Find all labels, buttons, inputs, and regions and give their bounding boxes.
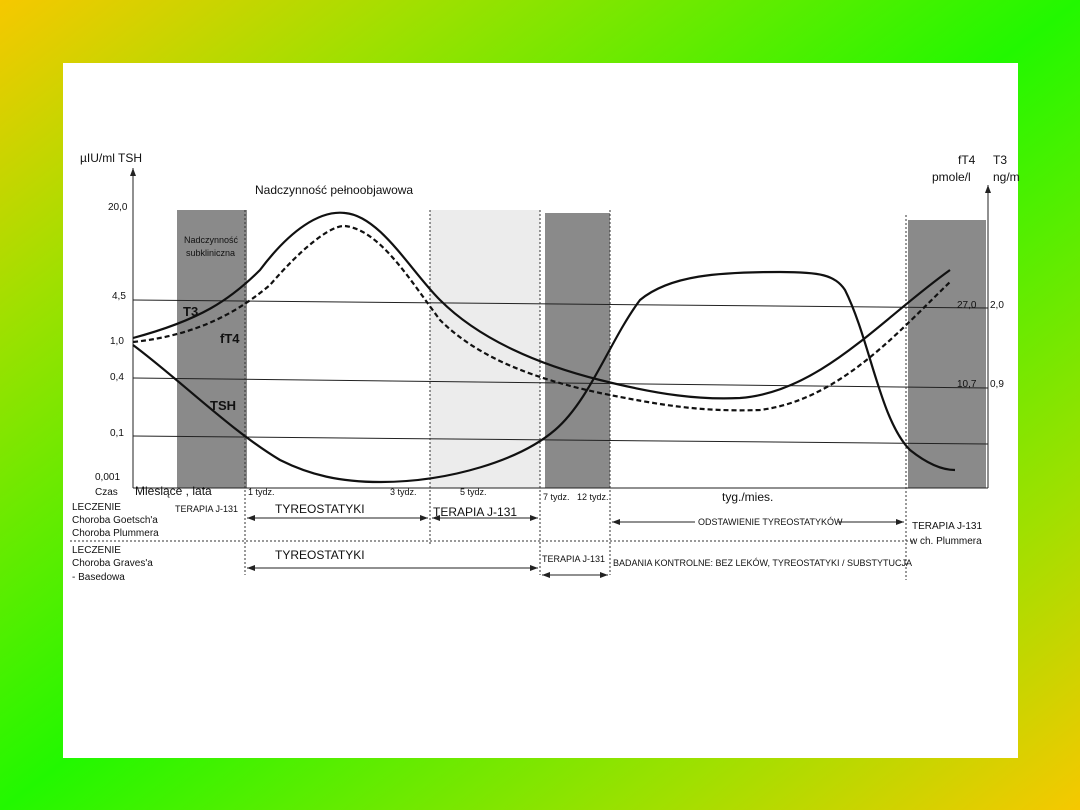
tsh-curve — [132, 270, 956, 484]
time-label: 7 tydz. — [543, 492, 570, 502]
curve-label: fT4 — [220, 331, 240, 346]
phase: w ch. Plummera — [909, 536, 982, 547]
band — [908, 220, 986, 488]
time-label: 5 tydz. — [460, 487, 487, 497]
tick-label: 20,0 — [108, 202, 128, 213]
band — [177, 210, 247, 488]
bands — [177, 210, 986, 488]
labels: µIU/ml TSH Nadczynność pełnoobjawowa fT4… — [72, 151, 1020, 583]
band — [545, 213, 610, 488]
band — [430, 210, 540, 488]
time-label: 12 tydz. — [577, 492, 609, 502]
phase: TERAPIA J-131 — [175, 504, 238, 514]
axis-label: µIU/ml TSH — [80, 151, 142, 165]
row-label: LECZENIE — [72, 545, 121, 556]
row-label: Choroba Plummera — [72, 528, 159, 539]
curves — [132, 211, 956, 484]
h-line — [132, 435, 989, 445]
band-label: subkliniczna — [186, 248, 235, 258]
time-label: 3 tydz. — [390, 487, 417, 497]
tick-label: 0,1 — [110, 428, 124, 439]
phase: TYREOSTATYKI — [275, 502, 365, 516]
axis-label: ng/m — [993, 170, 1020, 184]
tick-label: 0,4 — [110, 372, 124, 383]
h-line — [132, 299, 989, 309]
axis-label: T3 — [993, 153, 1007, 167]
tick-label: 4,5 — [112, 291, 126, 302]
tick-label: 1,0 — [110, 336, 124, 347]
curve-label: T3 — [183, 304, 198, 319]
t3-curve — [132, 211, 951, 400]
time-label: tyg./mies. — [722, 490, 773, 504]
tick-label: 0,9 — [990, 379, 1004, 390]
time-label: 1 tydz. — [248, 487, 275, 497]
axis-label: pmole/l — [932, 170, 971, 184]
time-label: Miesiące , lata — [135, 484, 212, 498]
band-label: Nadczynność — [184, 235, 239, 245]
axis-label: fT4 — [958, 153, 976, 167]
row-label: - Basedowa — [72, 572, 125, 583]
phase: TYREOSTATYKI — [275, 548, 365, 562]
arrows — [247, 515, 904, 578]
time-label: Czas — [95, 487, 118, 498]
tick-label: 0,001 — [95, 472, 120, 483]
title: Nadczynność pełnoobjawowa — [255, 183, 413, 197]
curve-label: TSH — [210, 398, 236, 413]
phase: BADANIA KONTROLNE: BEZ LEKÓW, TYREOSTATY… — [613, 558, 912, 568]
phase: ODSTAWIENIE TYREOSTATYKÓW — [698, 517, 843, 527]
tick-label: 2,0 — [990, 300, 1004, 311]
tick-label: 27,0 — [957, 300, 977, 311]
phase: TERAPIA J-131 — [542, 554, 605, 564]
row-label: Choroba Goetsch'a — [72, 515, 158, 526]
row-label: Choroba Graves'a — [72, 558, 153, 569]
row-label: LECZENIE — [72, 502, 121, 513]
axes — [70, 168, 991, 580]
phase: TERAPIA J-131 — [433, 505, 517, 519]
tick-label: 10,7 — [957, 379, 977, 390]
phase: TERAPIA J-131 — [912, 521, 982, 532]
